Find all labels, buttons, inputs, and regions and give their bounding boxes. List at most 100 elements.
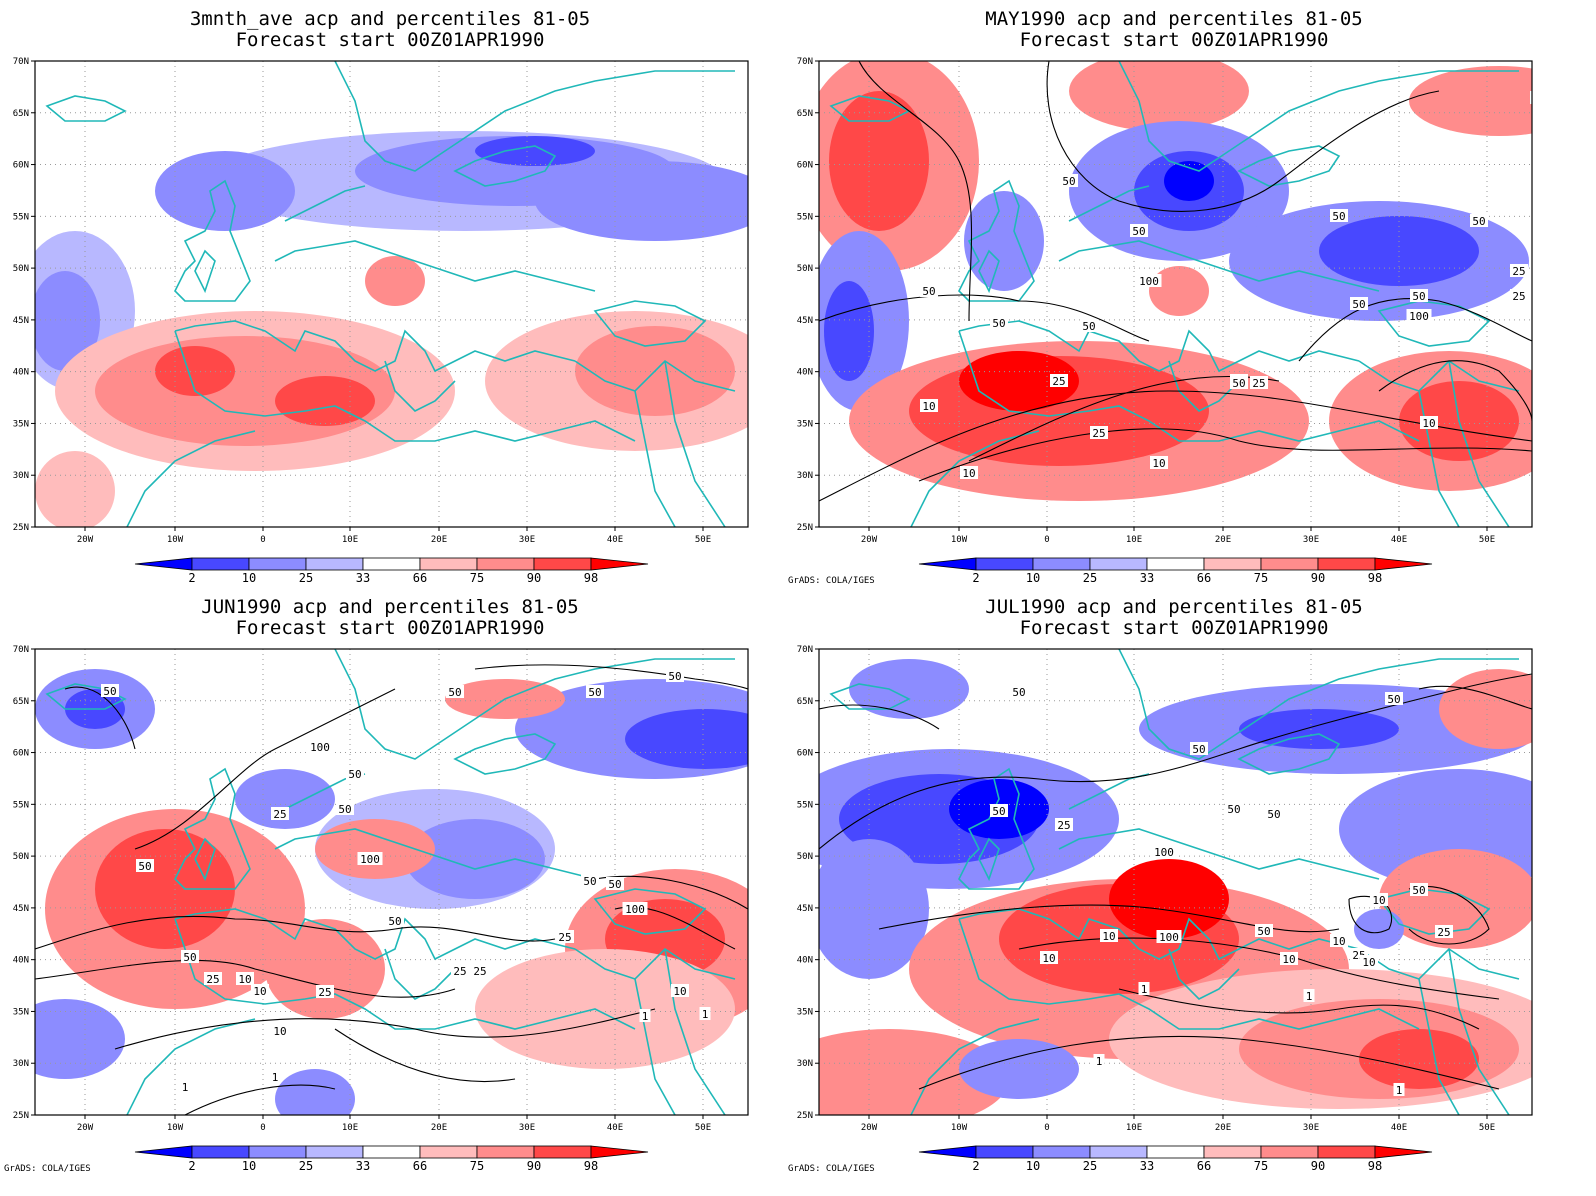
coastline: [1237, 145, 1341, 187]
map-svg: 70N 65N 60N 55N 50N 45N 40N 35N 30N 25N 20W 10W 0 10E…: [13, 57, 749, 585]
lon-tick-label: 20E: [1215, 1123, 1231, 1133]
panel-subtitle: Forecast start 00Z01APR1990: [235, 29, 545, 51]
contour-label: 100: [1156, 930, 1182, 944]
coastline: [574, 947, 736, 980]
contour-label-bg: [586, 685, 604, 698]
lat-tick-label: 40N: [13, 956, 29, 966]
lat-tick-label: 70N: [797, 645, 813, 655]
coastline: [274, 240, 596, 292]
contour-label: 100: [1406, 309, 1432, 323]
contour-label-bg: [1225, 802, 1243, 815]
contour-label-bg: [346, 767, 364, 780]
shaded-region: [824, 281, 874, 381]
contour-label-text: 25: [1437, 926, 1450, 939]
contour-label-text: 10: [238, 973, 251, 986]
shaded-region: [829, 91, 929, 231]
lat-tick-label: 55N: [797, 212, 813, 222]
contour-label: 50: [1265, 807, 1283, 821]
contour-label-text: 10: [962, 467, 975, 480]
lon-tick-label: 20E: [431, 535, 447, 545]
contour-label: 10: [271, 1024, 289, 1038]
contour-label-text: 50: [668, 670, 681, 683]
colorbar-label: 98: [584, 1159, 598, 1173]
contour-label: 10: [251, 984, 269, 998]
contour-label-bg: [671, 984, 689, 997]
contour-label-bg: [204, 972, 222, 985]
contour-label: 50: [1130, 224, 1148, 238]
lon-tick-label: 10W: [951, 1123, 968, 1133]
shaded-region: [849, 659, 969, 719]
coastline: [958, 330, 1420, 442]
contour-label-bg: [990, 804, 1008, 817]
shaded-region: [475, 949, 735, 1069]
contour-line: [918, 428, 1532, 482]
coastline: [1118, 649, 1519, 760]
contour-label-bg: [451, 964, 469, 977]
contour-label-bg: [960, 466, 978, 479]
contour-label-text: 25: [558, 931, 571, 944]
colorbar-label: 25: [1083, 1159, 1097, 1173]
colorbar-segment: [1260, 557, 1319, 571]
lon-tick-label: 10W: [167, 1123, 184, 1133]
coastline: [45, 683, 127, 710]
lon-tick-label: 0: [260, 1123, 265, 1133]
colorbar-label: 25: [299, 571, 313, 585]
contour-line: [1298, 298, 1532, 362]
colorbar-arrow-low: [918, 557, 977, 571]
contour-label-bg: [622, 902, 648, 915]
contour-label-bg: [1010, 685, 1028, 698]
coastline: [593, 888, 707, 935]
panel-subtitle: Forecast start 00Z01APR1990: [235, 617, 545, 639]
lat-tick-label: 35N: [797, 419, 813, 429]
contour-label-text: 25: [1052, 375, 1065, 388]
colorbar-segment: [1146, 1145, 1205, 1159]
map-content: 50 50 50 50 100 50 25 50 50 100 50 50 50 100 25 50 25 10 2…: [35, 649, 748, 1115]
plot-frame: [818, 60, 1533, 528]
contour-line: [1408, 885, 1490, 945]
colorbar-arrow-high: [1374, 1145, 1433, 1159]
contour-label-text: 10: [1362, 956, 1375, 969]
contour-label-bg: [666, 669, 684, 682]
contour-line: [64, 686, 136, 750]
contour-label-text: 10: [1372, 894, 1385, 907]
coastline: [1168, 948, 1240, 1000]
contour-label-bg: [1410, 883, 1428, 896]
colorbar-label: 10: [1026, 571, 1040, 585]
panel-title: 3mnth_ave acp and percentiles 81-05: [189, 8, 591, 30]
colorbar-segment: [1317, 557, 1376, 571]
colorbar-segment: [476, 557, 535, 571]
lat-tick-label: 65N: [797, 697, 813, 707]
lat-tick-label: 40N: [797, 368, 813, 378]
lat-tick-label: 45N: [797, 904, 813, 914]
lon-tick-label: 40E: [607, 535, 623, 545]
contour-label-bg: [1136, 274, 1162, 287]
colorbar-segment: [362, 1145, 421, 1159]
contour-label: 10: [1360, 955, 1378, 969]
contour-label-text: 25: [1057, 819, 1070, 832]
lon-tick-label: 10E: [1126, 1123, 1142, 1133]
coastline: [829, 683, 911, 710]
contour-label-text: 50: [103, 685, 116, 698]
contour-label: 25: [1510, 264, 1528, 278]
shaded-region: [155, 151, 295, 231]
lat-tick-label: 60N: [13, 749, 29, 759]
contour-label-text: 50: [1082, 320, 1095, 333]
contour-label-text: 1: [642, 1010, 649, 1023]
contour-label-text: 100: [1409, 310, 1429, 323]
contour-label-text: 25: [1252, 377, 1265, 390]
contour-label: 1: [699, 1007, 711, 1021]
grads-credit: GrADS: COLA/IGES: [788, 1164, 875, 1174]
contour-label-text: 50: [1257, 925, 1270, 938]
contour-label: 50: [181, 950, 199, 964]
panel-subtitle: Forecast start 00Z01APR1990: [1019, 29, 1329, 51]
contour-label-bg: [606, 877, 624, 890]
contour-label-text: 50: [448, 686, 461, 699]
contour-label-bg: [1350, 297, 1368, 310]
lon-tick-label: 30E: [1303, 1123, 1319, 1133]
contour-label-text: 25: [1512, 290, 1525, 303]
contour-label-bg: [236, 972, 254, 985]
shaded-region: [1379, 849, 1532, 949]
coastline: [978, 249, 1000, 294]
grads-credit: GrADS: COLA/IGES: [4, 1164, 91, 1174]
